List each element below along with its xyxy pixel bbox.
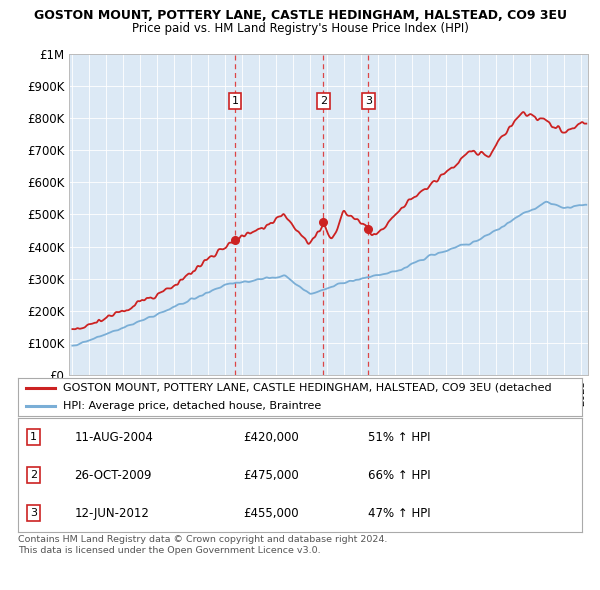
Text: £455,000: £455,000 xyxy=(244,507,299,520)
Text: 3: 3 xyxy=(365,96,372,106)
Text: 1: 1 xyxy=(232,96,239,106)
Text: Price paid vs. HM Land Registry's House Price Index (HPI): Price paid vs. HM Land Registry's House … xyxy=(131,22,469,35)
Text: 26-OCT-2009: 26-OCT-2009 xyxy=(74,468,152,482)
Text: 2: 2 xyxy=(320,96,327,106)
Text: GOSTON MOUNT, POTTERY LANE, CASTLE HEDINGHAM, HALSTEAD, CO9 3EU: GOSTON MOUNT, POTTERY LANE, CASTLE HEDIN… xyxy=(34,9,566,22)
Text: Contains HM Land Registry data © Crown copyright and database right 2024.
This d: Contains HM Land Registry data © Crown c… xyxy=(18,535,388,555)
Text: 1: 1 xyxy=(30,432,37,442)
Text: £475,000: £475,000 xyxy=(244,468,299,482)
Text: 51% ↑ HPI: 51% ↑ HPI xyxy=(368,431,430,444)
Text: 11-AUG-2004: 11-AUG-2004 xyxy=(74,431,153,444)
Text: GOSTON MOUNT, POTTERY LANE, CASTLE HEDINGHAM, HALSTEAD, CO9 3EU (detached: GOSTON MOUNT, POTTERY LANE, CASTLE HEDIN… xyxy=(63,383,552,393)
Text: 2: 2 xyxy=(30,470,37,480)
Text: 47% ↑ HPI: 47% ↑ HPI xyxy=(368,507,430,520)
Text: 66% ↑ HPI: 66% ↑ HPI xyxy=(368,468,430,482)
Text: £420,000: £420,000 xyxy=(244,431,299,444)
Text: HPI: Average price, detached house, Braintree: HPI: Average price, detached house, Brai… xyxy=(63,401,322,411)
Text: 3: 3 xyxy=(30,508,37,518)
Text: 12-JUN-2012: 12-JUN-2012 xyxy=(74,507,149,520)
